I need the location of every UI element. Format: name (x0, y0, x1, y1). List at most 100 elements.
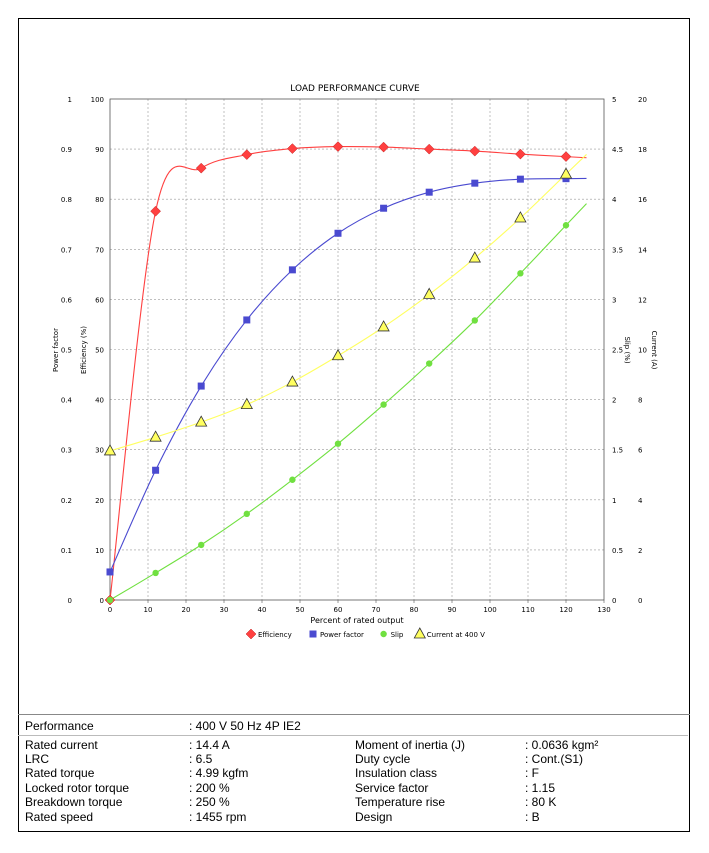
legend-swatch (245, 628, 257, 640)
spec-label: Locked rotor torque (25, 781, 130, 795)
current-tick-label: 0 (638, 597, 642, 605)
current-tick-label: 6 (638, 447, 643, 455)
efficiency-point (195, 162, 207, 174)
x-tick-label: 130 (597, 606, 610, 614)
slip-tick-label: 4.5 (612, 146, 623, 154)
slip-point (106, 596, 114, 604)
x-tick-label: 20 (182, 606, 191, 614)
x-tick-label: 60 (334, 606, 343, 614)
slip-axis-label: Slip (%) (623, 336, 631, 363)
efficiency-line (109, 145, 587, 601)
x-tick-label: 10 (144, 606, 153, 614)
spec-value: : 1.15 (525, 781, 556, 795)
slip-point (380, 401, 387, 408)
current-tick-label: 16 (638, 196, 647, 204)
spec-label: Breakdown torque (25, 795, 123, 809)
slip-point (152, 569, 159, 577)
power-factor-axis-label: Power factor (52, 328, 60, 372)
x-tick-label: 30 (220, 606, 229, 614)
x-tick-label: 110 (521, 606, 534, 614)
efficiency-point (515, 148, 526, 160)
series-curves (109, 145, 587, 601)
efficiency-point (150, 205, 161, 217)
efficiency-tick-label: 80 (95, 196, 104, 204)
power-factor-point (106, 568, 114, 576)
efficiency-tick-label: 10 (95, 547, 104, 555)
spec-label: Duty cycle (355, 752, 411, 766)
slip-tick-label: 2.5 (612, 347, 623, 355)
current-at-400-v-point (286, 375, 299, 387)
slip-tick-label: 1 (612, 497, 616, 505)
spec-table: Performance : 400 V 50 Hz 4P IE2 Rated c… (18, 714, 690, 824)
efficiency-tick-label: 70 (95, 246, 104, 254)
spec-value: : F (525, 766, 539, 780)
power-factor-tick-label: 0.4 (61, 397, 73, 405)
current-at-400-v-point (514, 211, 527, 223)
efficiency-point (378, 141, 389, 153)
legend-label: Slip (391, 631, 404, 639)
efficiency-tick-label: 20 (95, 497, 104, 505)
power-factor-tick-label: 0.2 (61, 497, 72, 505)
efficiency-tick-label: 60 (95, 296, 104, 304)
power-factor-tick-label: 0.3 (61, 447, 72, 455)
power-factor-tick-label: 0.8 (61, 196, 72, 204)
power-factor-tick-label: 0.5 (61, 347, 72, 355)
spec-label: Rated current (25, 738, 98, 752)
current-at-400-v-point (240, 397, 253, 410)
slip-point (426, 360, 433, 367)
current-tick-label: 14 (638, 246, 647, 254)
efficiency-axis-label: Efficiency (%) (80, 326, 88, 374)
efficiency-tick-label: 30 (95, 447, 104, 455)
power-factor-point (562, 175, 570, 183)
slip-point (243, 510, 250, 518)
chart-title: LOAD PERFORMANCE CURVE (290, 84, 420, 94)
power-factor-point (288, 266, 296, 274)
spec-label: Insulation class (355, 766, 438, 780)
performance-divider (18, 735, 688, 736)
spec-value: : B (525, 810, 540, 824)
current-tick-label: 8 (638, 397, 642, 405)
power-factor-line (109, 177, 587, 573)
spec-label: Rated speed (25, 810, 94, 824)
legend-label: Efficiency (258, 631, 292, 639)
slip-tick-label: 5 (612, 96, 616, 104)
power-factor-point (243, 316, 251, 324)
legend-swatch (309, 630, 317, 638)
current-at-400-v-point (559, 167, 573, 179)
power-factor-point (471, 179, 479, 187)
current-at-400-v-point (423, 287, 436, 299)
efficiency-point (287, 143, 298, 154)
x-tick-label: 70 (372, 606, 381, 614)
current-at-400-v-point (103, 444, 117, 456)
power-factor-tick-label: 0 (68, 597, 72, 605)
report-frame (18, 18, 690, 832)
efficiency-point (332, 141, 344, 152)
spec-value: : 0.0636 kgm² (525, 738, 599, 752)
plot-area (109, 98, 605, 601)
power-factor-point (425, 188, 433, 196)
spec-label: Moment of inertia (J) (355, 738, 466, 752)
current-at-400-v-point (377, 320, 390, 332)
power-factor-point (516, 175, 524, 183)
power-factor-point (152, 466, 160, 474)
spec-value: : 250 % (189, 795, 230, 809)
legend-label: Power factor (320, 631, 364, 639)
spec-label: LRC (25, 752, 50, 766)
slip-point (198, 541, 205, 549)
efficiency-point (423, 143, 435, 155)
legend-swatch (413, 627, 426, 639)
current-tick-label: 4 (638, 497, 643, 505)
x-tick-label: 50 (296, 606, 305, 614)
current-tick-label: 2 (638, 547, 642, 555)
spec-value: : 200 % (189, 781, 230, 795)
slip-point (471, 317, 478, 324)
x-tick-label: 80 (410, 606, 419, 614)
slip-tick-label: 0 (612, 597, 616, 605)
power-factor-point (197, 382, 205, 390)
efficiency-point (560, 151, 572, 162)
efficiency-tick-label: 50 (95, 347, 104, 355)
series-markers (103, 141, 573, 606)
efficiency-tick-label: 90 (95, 146, 104, 154)
x-tick-label: 100 (483, 606, 496, 614)
spec-label: Design (355, 810, 393, 824)
